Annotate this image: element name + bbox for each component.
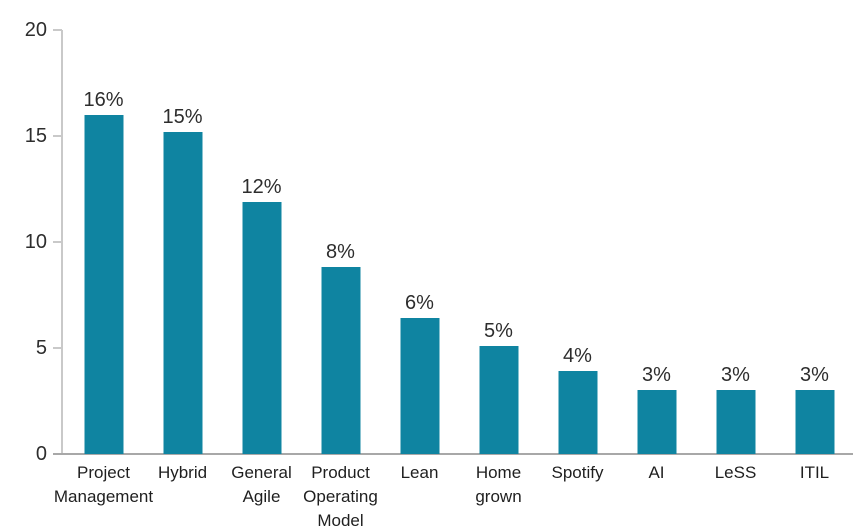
bar-category-label: ITIL [799,463,830,482]
bar [716,390,755,454]
bar-category-label: General Agile [231,463,292,506]
y-tick-label: 0 [35,443,47,465]
bar-group-itil: 3% ITIL [775,30,854,482]
bar-group-lean: 6% Lean [380,30,459,482]
bar [242,201,281,454]
bar-category-label: Lean [400,463,439,482]
bar-group-general-agile: 12% General Agile [222,30,301,506]
y-axis-line [61,30,63,454]
bar-group-product-operating-model: 8% Product Operating Model [301,30,380,530]
bar [163,131,202,454]
bar-group-hybrid: 15% Hybrid [143,30,222,482]
x-axis-line [53,453,853,455]
bar-value-label: 8% [326,241,355,264]
bar-value-label: 5% [484,319,513,342]
bar-value-label: 6% [405,292,434,315]
bar [637,390,676,454]
y-tick [53,347,62,349]
bar [795,390,834,454]
bar-value-label: 3% [800,364,829,387]
y-tick [53,29,62,31]
y-tick [53,135,62,137]
bar-group-less: 3% LeSS [696,30,775,482]
bar-category-label: Spotify [551,463,604,482]
bar-value-label: 16% [83,88,124,111]
bar [400,318,439,454]
bar [479,345,518,454]
bar [84,114,123,454]
bar-group-ai: 3% AI [617,30,696,482]
bar [321,267,360,454]
bar-category-label: Product Operating Model [303,463,378,530]
bar-group-project-management: 16% Project Management [54,30,153,506]
bar-category-label: AI [648,463,665,482]
bar-group-home-grown: 5% Home grown [459,30,538,506]
y-tick-label: 20 [24,19,47,41]
bar-value-label: 15% [162,105,203,128]
y-tick-label: 5 [35,337,47,359]
bar-value-label: 3% [721,364,750,387]
y-tick-label: 10 [24,231,47,253]
y-tick-label: 15 [24,125,47,147]
bar-value-label: 4% [563,345,592,368]
bar-category-label: Project Management [53,463,154,506]
bar-group-spotify: 4% Spotify [538,30,617,482]
bar-category-label: Hybrid [157,463,208,482]
bar [558,371,597,454]
y-tick [53,241,62,243]
bar-value-label: 12% [241,175,282,198]
bar-value-label: 3% [642,364,671,387]
bar-category-label: Home grown [475,463,522,506]
plot-area: 16% Project Management 15% Hybrid 12% General A… [54,30,854,530]
bar-category-label: LeSS [714,463,757,482]
